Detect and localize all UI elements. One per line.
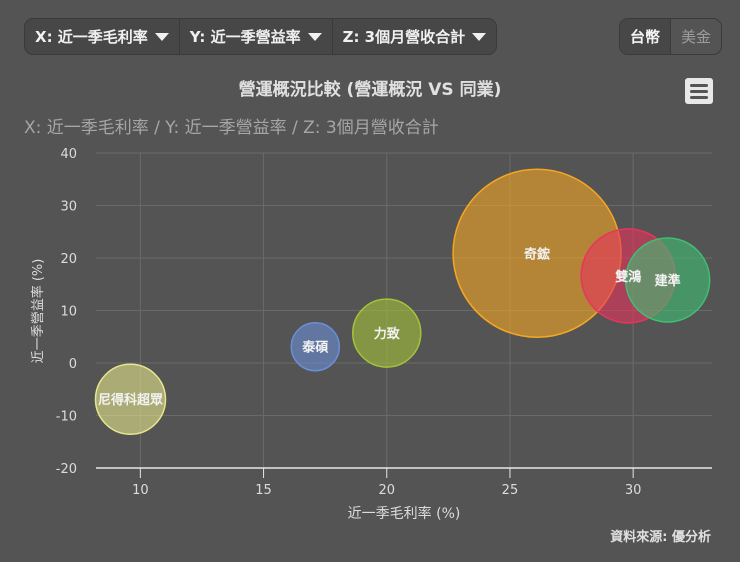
currency-usd-button[interactable]: 美金 bbox=[671, 19, 722, 54]
y-tick-label: 30 bbox=[60, 200, 77, 215]
y-tick-label: -20 bbox=[56, 462, 77, 477]
bubble-label: 泰碩 bbox=[301, 340, 328, 356]
bubble-point[interactable] bbox=[352, 298, 422, 368]
chart-title: 營運概況比較 (營運概況 VS 同業) bbox=[238, 80, 502, 100]
y-tick-label: -10 bbox=[56, 410, 77, 425]
chevron-down-icon bbox=[307, 32, 322, 41]
x-axis-title: 近一季毛利率 (%) bbox=[348, 505, 461, 522]
currency-toggle: 台幣 美金 bbox=[619, 18, 723, 55]
hamburger-menu-icon[interactable] bbox=[685, 78, 713, 104]
z-axis-dropdown-label: Z: 3個月營收合計 bbox=[342, 28, 466, 46]
x-tick-label: 15 bbox=[255, 483, 272, 498]
bubble-label: 奇鋐 bbox=[524, 246, 550, 262]
x-tick-label: 10 bbox=[132, 483, 149, 498]
x-tick-label: 20 bbox=[378, 483, 395, 498]
bubble-series bbox=[94, 168, 711, 435]
bubble-point[interactable] bbox=[94, 363, 167, 435]
y-axis-dropdown[interactable]: Y: 近一季營益率 bbox=[180, 19, 333, 54]
y-axis-title: 近一季營益率 (%) bbox=[30, 259, 46, 364]
chart-subtitle: X: 近一季毛利率 / Y: 近一季營益率 / Z: 3個月營收合計 bbox=[24, 118, 439, 138]
data-source-credit: 資料來源: 優分析 bbox=[610, 530, 711, 545]
bubble-label: 建準 bbox=[655, 273, 681, 289]
x-axis-dropdown-label: X: 近一季毛利率 bbox=[35, 28, 148, 46]
bubble-label: 力致 bbox=[374, 326, 401, 342]
y-tick-label: 40 bbox=[60, 147, 77, 162]
x-tick-label: 25 bbox=[502, 483, 519, 498]
currency-twd-button[interactable]: 台幣 bbox=[620, 19, 672, 54]
chevron-down-icon bbox=[154, 32, 169, 41]
y-tick-label: 10 bbox=[60, 305, 77, 320]
chevron-down-icon bbox=[472, 32, 487, 41]
z-axis-dropdown[interactable]: Z: 3個月營收合計 bbox=[333, 19, 497, 54]
axis-selector-group: X: 近一季毛利率 Y: 近一季營益率 Z: 3個月營收合計 bbox=[24, 18, 498, 55]
axes: -20 -10 0 10 20 30 40 10 15 20 25 30 bbox=[56, 147, 712, 498]
y-axis-dropdown-label: Y: 近一季營益率 bbox=[189, 28, 301, 46]
y-tick-label: 0 bbox=[69, 357, 77, 372]
bubble-point[interactable] bbox=[290, 321, 341, 372]
bubble-point[interactable] bbox=[624, 237, 711, 323]
bubble-label: 雙鴻 bbox=[615, 269, 641, 285]
y-tick-label: 20 bbox=[60, 252, 77, 267]
x-tick-label: 30 bbox=[625, 483, 642, 498]
bubble-label: 尼得科超眾 bbox=[98, 392, 163, 408]
x-axis-dropdown[interactable]: X: 近一季毛利率 bbox=[25, 19, 180, 54]
